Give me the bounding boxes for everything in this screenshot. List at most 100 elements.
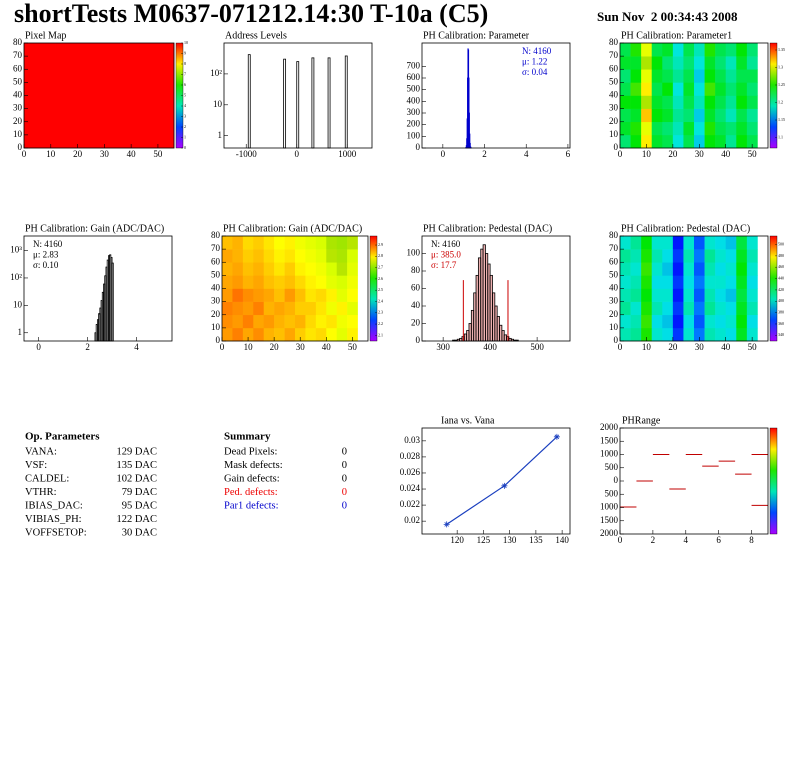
color-bar-label: 2.3 xyxy=(378,310,383,315)
heat-cell xyxy=(736,121,748,136)
y-tick-label: 10³ xyxy=(10,245,22,255)
heat-cell xyxy=(694,56,705,70)
heat-cell xyxy=(715,249,727,263)
color-bar-label: 420 xyxy=(778,287,784,292)
color-bar-label: 1.2 xyxy=(778,99,783,104)
y-tick-label: 40 xyxy=(609,90,619,100)
color-bar-label: 9 xyxy=(184,50,186,55)
x-tick-label: 4 xyxy=(524,149,529,159)
y-tick-label: 0.03 xyxy=(404,435,420,445)
y-tick-label: 0.022 xyxy=(400,499,420,509)
heat-cell xyxy=(242,249,254,263)
y-tick-label: 10 xyxy=(211,322,221,332)
x-tick-label: 50 xyxy=(748,149,758,159)
y-tick-label: 0 xyxy=(416,335,421,345)
color-bar-label: 440 xyxy=(778,275,784,280)
y-tick-label: 0 xyxy=(614,475,619,485)
heat-cell xyxy=(347,288,358,302)
heat-cell xyxy=(683,288,695,302)
y-tick-label: 1000 xyxy=(600,502,619,512)
heat-cell xyxy=(232,236,244,250)
color-bar-label: 0 xyxy=(184,145,186,150)
heat-cell xyxy=(715,108,727,123)
heat-cell xyxy=(242,236,254,250)
y-tick-label: 50 xyxy=(609,269,619,279)
x-tick-label: 10 xyxy=(642,149,652,159)
heat-cell xyxy=(232,288,244,302)
heat-cell xyxy=(715,327,727,342)
y-tick-label: 20 xyxy=(609,116,619,126)
y-tick-label: 10 xyxy=(609,129,619,139)
heat-cell xyxy=(694,275,705,289)
color-bar-label: 2.2 xyxy=(378,321,383,326)
heat-cell xyxy=(662,236,674,250)
heat-cell xyxy=(620,43,631,57)
y-tick-label: 2000 xyxy=(600,528,619,538)
heat-cell xyxy=(725,262,737,276)
y-tick-label: 80 xyxy=(609,37,619,47)
heat-cell xyxy=(315,327,327,342)
heat-cell xyxy=(746,301,758,316)
heat-cell xyxy=(284,275,296,289)
heat-cell xyxy=(672,275,684,289)
heat-cell xyxy=(704,314,716,329)
heat-cell xyxy=(305,301,317,316)
heat-cell xyxy=(662,301,674,316)
heat-cell xyxy=(295,236,306,250)
param-value: 122 DAC xyxy=(116,514,157,525)
heat-cell xyxy=(683,108,695,123)
x-tick-label: 30 xyxy=(695,149,705,159)
heat-cell xyxy=(746,327,758,342)
heat-cell xyxy=(725,327,737,342)
heat-cell xyxy=(232,327,244,342)
summary-label: Dead Pixels: xyxy=(224,446,277,457)
y-tick-label: 10² xyxy=(210,68,222,78)
heat-cell xyxy=(347,275,358,289)
color-bar-label: 8 xyxy=(184,61,186,66)
y-tick-label: 1 xyxy=(218,130,223,140)
heat-cell xyxy=(641,95,653,109)
data-point xyxy=(443,521,450,528)
y-tick-label: 2000 xyxy=(600,422,619,432)
heat-cell xyxy=(641,275,653,289)
summary-value: 0 xyxy=(342,487,347,498)
heat-cell xyxy=(242,301,254,316)
y-tick-label: 100 xyxy=(407,248,421,258)
heat-cell xyxy=(662,275,674,289)
heat-cell xyxy=(715,43,727,57)
x-tick-label: 0 xyxy=(618,535,623,545)
x-tick-label: 10 xyxy=(46,149,56,159)
heat-cell xyxy=(274,249,285,263)
heat-cell xyxy=(274,288,285,302)
heat-cell xyxy=(725,301,737,316)
heat-cell xyxy=(662,249,674,263)
heat-cell xyxy=(704,134,716,149)
color-bar-label: 500 xyxy=(778,241,784,246)
heat-cell xyxy=(295,327,306,342)
heat-cell xyxy=(315,314,327,329)
heat-cell xyxy=(725,69,737,83)
y-tick-label: 70 xyxy=(13,50,23,60)
heat-cell xyxy=(746,275,758,289)
color-bar-label: 380 xyxy=(778,310,784,315)
stat-text: N: 4160 xyxy=(522,46,552,56)
y-tick-label: 80 xyxy=(211,230,221,240)
heat-cell xyxy=(620,301,631,316)
heat-cell xyxy=(284,301,296,316)
y-tick-label: 80 xyxy=(411,265,421,275)
param-value: 79 DAC xyxy=(122,487,157,498)
heat-cell xyxy=(736,275,748,289)
heat-cell xyxy=(274,275,285,289)
y-tick-label: 20 xyxy=(411,318,421,328)
heat-cell xyxy=(347,249,358,263)
y-tick-label: 0.024 xyxy=(400,483,421,493)
x-tick-label: 40 xyxy=(721,342,731,352)
panel-title: PH Calibration: Parameter1 xyxy=(621,30,732,41)
heat-cell xyxy=(683,262,695,276)
color-bar-label: 2.4 xyxy=(378,298,383,303)
heat-cell xyxy=(672,327,684,342)
param-name: CALDEL: xyxy=(25,473,69,484)
heat-cell xyxy=(620,69,631,83)
color-bar-label: 3 xyxy=(184,113,186,118)
